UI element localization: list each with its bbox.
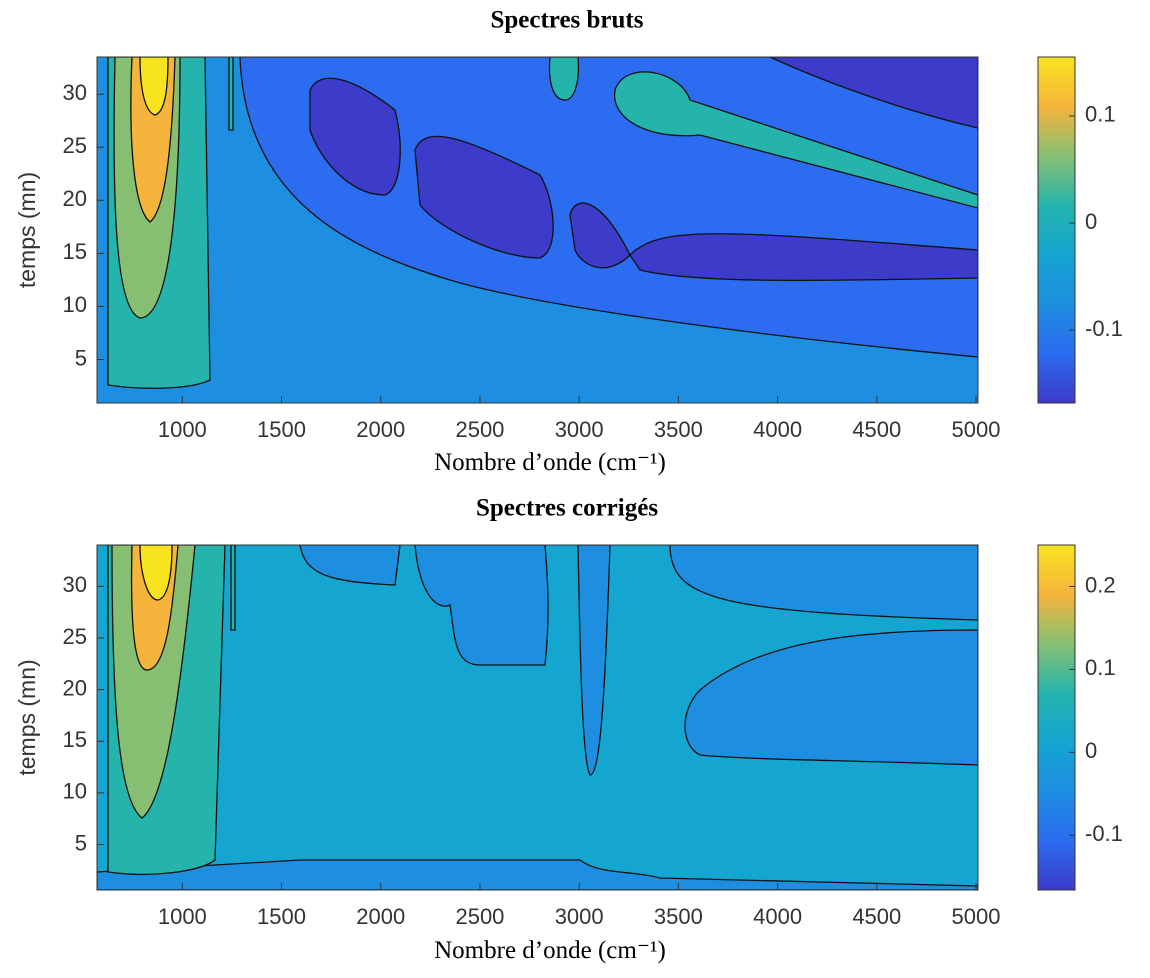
colorbar-tick-label: 0.2 <box>1085 572 1116 597</box>
plot-frame <box>96 56 979 404</box>
y-tick-label: 30 <box>63 572 87 597</box>
colorbar <box>1037 56 1076 404</box>
x-tick-label: 3500 <box>654 904 703 929</box>
chart-title: Spectres bruts <box>490 7 643 34</box>
y-tick-label: 5 <box>75 830 87 855</box>
contour-region <box>769 57 978 129</box>
x-tick-label: 2500 <box>455 417 504 442</box>
contour-region <box>239 57 978 358</box>
x-tick-label: 3000 <box>555 417 604 442</box>
x-tick-label: 3000 <box>555 904 604 929</box>
contour-region <box>669 545 978 621</box>
y-tick-label: 15 <box>63 239 87 264</box>
y-tick-label: 5 <box>75 345 87 370</box>
contour-region <box>414 545 549 666</box>
contour-field <box>97 57 978 403</box>
colorbar <box>1037 544 1076 891</box>
y-tick-label: 20 <box>63 675 87 700</box>
contour-region <box>629 233 978 282</box>
contour-region <box>228 57 234 131</box>
y-tick-label: 30 <box>63 80 87 105</box>
y-tick-label: 25 <box>63 624 87 649</box>
contour-region <box>309 77 401 196</box>
contour-region <box>414 135 554 259</box>
colorbar-tick-label: 0.1 <box>1085 655 1116 680</box>
contour-region <box>577 545 611 776</box>
x-tick-label: 4500 <box>852 904 901 929</box>
contour-region <box>230 545 236 631</box>
contour-region <box>139 545 173 601</box>
y-axis-label: temps (mn) <box>14 172 40 288</box>
plot-frame <box>96 544 979 891</box>
contour-region <box>97 859 978 890</box>
x-tick-label: 2500 <box>455 904 504 929</box>
x-tick-label: 1000 <box>158 417 207 442</box>
x-tick-label: 2000 <box>356 904 405 929</box>
contour-region <box>684 629 978 766</box>
y-tick-label: 25 <box>63 133 87 158</box>
x-tick-label: 3500 <box>654 417 703 442</box>
colorbar-tick-label: -0.1 <box>1085 821 1123 846</box>
y-tick-label: 20 <box>63 186 87 211</box>
x-axis-label: Nombre d’onde (cm⁻¹) <box>434 449 666 476</box>
x-tick-label: 1500 <box>257 904 306 929</box>
contour-region <box>548 57 580 101</box>
x-tick-label: 2000 <box>356 417 405 442</box>
contour-field <box>97 545 978 890</box>
x-tick-label: 5000 <box>952 417 1001 442</box>
y-axis-label: temps (mn) <box>14 659 40 775</box>
colorbar-tick-label: -0.1 <box>1085 316 1123 341</box>
contour-plot: Spectres bruts 1000 1500 2000 2500 3000 3500 40… <box>14 7 1123 476</box>
contour-region <box>614 71 978 209</box>
x-tick-label: 5000 <box>952 904 1001 929</box>
x-tick-label: 4000 <box>753 904 802 929</box>
colorbar-tick-label: 0.1 <box>1085 102 1116 127</box>
contour-region <box>97 545 978 890</box>
colorbar-tick-label: 0 <box>1085 209 1097 234</box>
contour-region <box>299 545 401 586</box>
y-tick-label: 15 <box>63 727 87 752</box>
y-tick-label: 10 <box>63 779 87 804</box>
contour-plot: Spectres corrigés 1000 1500 2000 2500 3000 350… <box>14 495 1123 964</box>
y-tick-label: 10 <box>63 292 87 317</box>
contour-region <box>139 57 169 116</box>
x-tick-label: 1000 <box>158 904 207 929</box>
x-axis-label: Nombre d’onde (cm⁻¹) <box>434 937 666 964</box>
x-tick-label: 4500 <box>852 417 901 442</box>
colorbar-tick-label: 0 <box>1085 738 1097 763</box>
x-tick-label: 1500 <box>257 417 306 442</box>
chart-title: Spectres corrigés <box>476 495 658 522</box>
x-tick-label: 4000 <box>753 417 802 442</box>
